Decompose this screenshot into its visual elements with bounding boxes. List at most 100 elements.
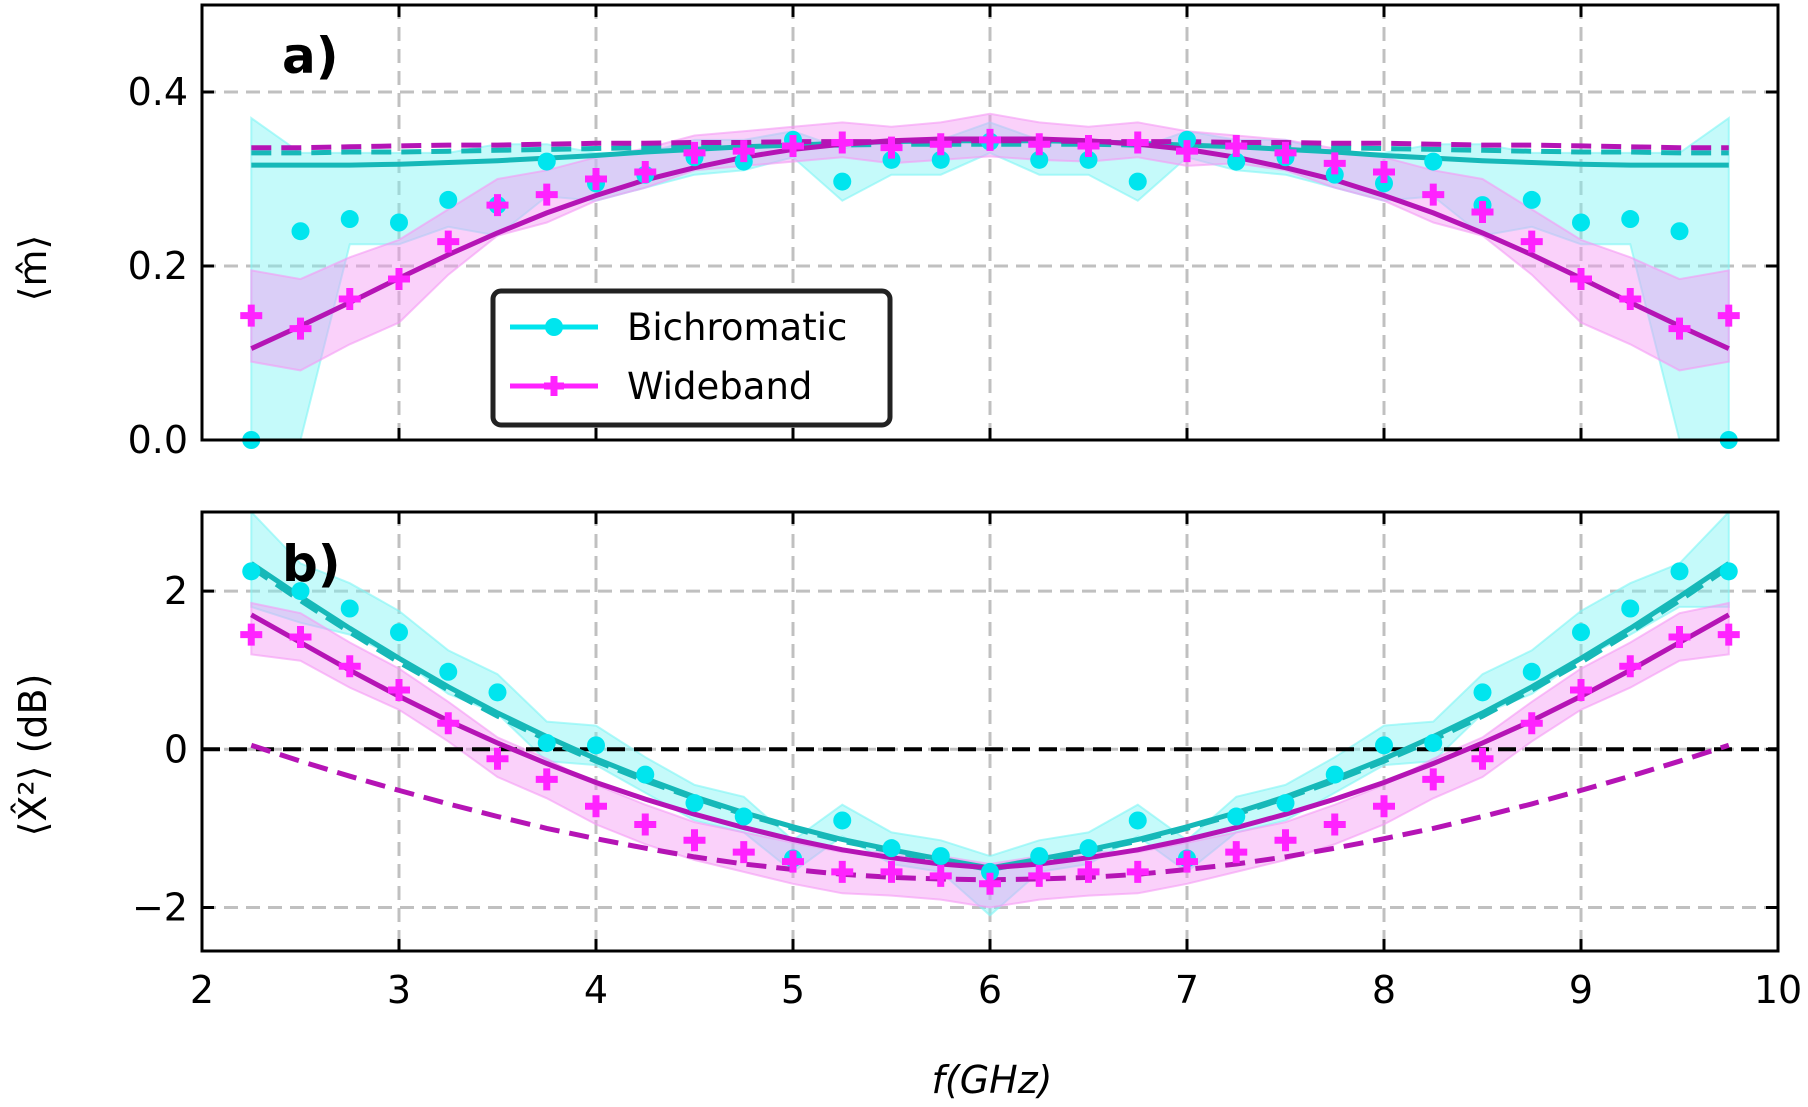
wideband-point-a (338, 288, 361, 311)
bichromatic-point-b (1572, 623, 1590, 642)
wideband-point-a (535, 183, 558, 206)
wideband-point-a (1077, 134, 1100, 157)
wideband-point-b (1323, 813, 1346, 836)
wideband-point-a (1717, 304, 1740, 327)
bichromatic-point-b (1227, 807, 1246, 826)
xlabel: f(GHz) (932, 1058, 1053, 1102)
wideband-point-a (289, 317, 312, 340)
bichromatic-point-b (1128, 811, 1147, 830)
wideband-point-a (683, 141, 706, 164)
wideband-point-b (535, 768, 558, 791)
bichromatic-point-b (439, 662, 458, 681)
bichromatic-point-b (1276, 794, 1295, 813)
wideband-point-b (437, 712, 460, 735)
wideband-point-b (880, 860, 903, 883)
legend-wideband-marker (544, 376, 564, 396)
bichromatic-point-a (1325, 165, 1344, 184)
bichromatic-point-a (390, 213, 408, 232)
legend: Bichromatic Wideband (490, 288, 893, 428)
xtick-label-b: 9 (1569, 968, 1593, 1012)
bichromatic-point-b (931, 847, 950, 866)
wideband-point-b (486, 747, 509, 770)
wideband-point-b (1570, 678, 1592, 701)
wideband-point-a (979, 128, 1001, 151)
bichromatic-point-b (833, 811, 852, 830)
wideband-point-b (683, 829, 706, 852)
wideband-band-b (250, 601, 1730, 909)
ytick-label-a: 0.0 (128, 418, 188, 462)
bichromatic-point-b (1424, 733, 1443, 752)
wideband-point-a (1176, 140, 1198, 163)
wideband-point-a (782, 134, 804, 157)
bichromatic-point-b (1375, 736, 1393, 755)
ylabel-a: ⟨m̂⟩ (11, 235, 55, 302)
wideband-point-a (240, 304, 263, 327)
wideband-point-a (732, 140, 755, 163)
wideband-point-a (1126, 131, 1149, 154)
wideband-point-b (585, 795, 607, 818)
wideband-point-b (1126, 860, 1149, 883)
wideband-point-a (1028, 133, 1051, 156)
bichromatic-point-b (242, 562, 261, 581)
bichromatic-point-b (1719, 562, 1738, 581)
bichromatic-band-a (250, 116, 1730, 440)
wideband-point-a (929, 133, 952, 156)
wideband-point-b (634, 813, 657, 836)
bichromatic-point-a (1424, 152, 1443, 171)
wideband-point-b (240, 623, 263, 646)
bichromatic-point-a (1227, 152, 1246, 171)
bichromatic-point-a (291, 222, 310, 241)
wideband-point-a (437, 230, 460, 253)
legend-wideband-label: Wideband (627, 365, 812, 408)
panel-label-a: a) (282, 27, 339, 85)
wideband-point-a (1422, 183, 1445, 206)
bichromatic-point-b (685, 794, 704, 813)
xtick-label-b: 7 (1175, 968, 1199, 1012)
xtick-label-b: 3 (387, 968, 411, 1012)
wideband-point-b (1619, 655, 1642, 678)
bichromatic-point-b (1325, 765, 1344, 784)
wideband-point-a (1225, 134, 1248, 157)
wideband-point-a (634, 161, 657, 184)
wideband-point-b (782, 850, 804, 873)
bichromatic-point-b (291, 582, 310, 601)
bichromatic-point-a (1128, 172, 1147, 191)
wideband-point-b (1471, 747, 1494, 770)
ytick-label-b: −2 (132, 885, 188, 929)
legend-bichromatic-label: Bichromatic (627, 306, 847, 349)
bichromatic-point-b (1522, 662, 1541, 681)
bichromatic-point-b (882, 839, 901, 858)
wideband-band-a (250, 112, 1730, 372)
wideband-point-a (585, 168, 607, 190)
wideband-point-b (1176, 850, 1198, 873)
bichromatic-point-a (1621, 210, 1640, 229)
bichromatic-point-b (636, 765, 655, 784)
wideband-point-b (1520, 712, 1543, 735)
wideband-point-a (1520, 230, 1543, 253)
bichromatic-point-b (488, 683, 507, 702)
wideband-point-b (289, 625, 312, 648)
wideband-point-b (388, 678, 410, 701)
wideband-point-b (929, 864, 952, 887)
bichromatic-point-b (1621, 599, 1640, 618)
wideband-point-a (1668, 317, 1691, 340)
bichromatic-point-b (587, 736, 605, 755)
ytick-label-a: 0.4 (128, 70, 188, 114)
bichromatic-point-a (1178, 130, 1196, 149)
bichromatic-point-b (1030, 847, 1049, 866)
xtick-label-b: 4 (584, 968, 608, 1012)
xtick-label-b: 2 (190, 968, 214, 1012)
ytick-label-a: 0.2 (128, 244, 188, 288)
wideband-point-a (831, 131, 854, 154)
xtick-label-b: 6 (978, 968, 1002, 1012)
ytick-label-b: 0 (164, 727, 188, 771)
wideband-point-a (1274, 141, 1297, 164)
wideband-point-a (1619, 288, 1642, 311)
wideband-point-b (1274, 829, 1297, 852)
bichromatic-point-b (537, 733, 556, 752)
bichromatic-point-b (390, 623, 408, 642)
ytick-label-b: 2 (164, 569, 188, 613)
wideband-point-b (1225, 841, 1248, 864)
bichromatic-point-a (833, 172, 852, 191)
